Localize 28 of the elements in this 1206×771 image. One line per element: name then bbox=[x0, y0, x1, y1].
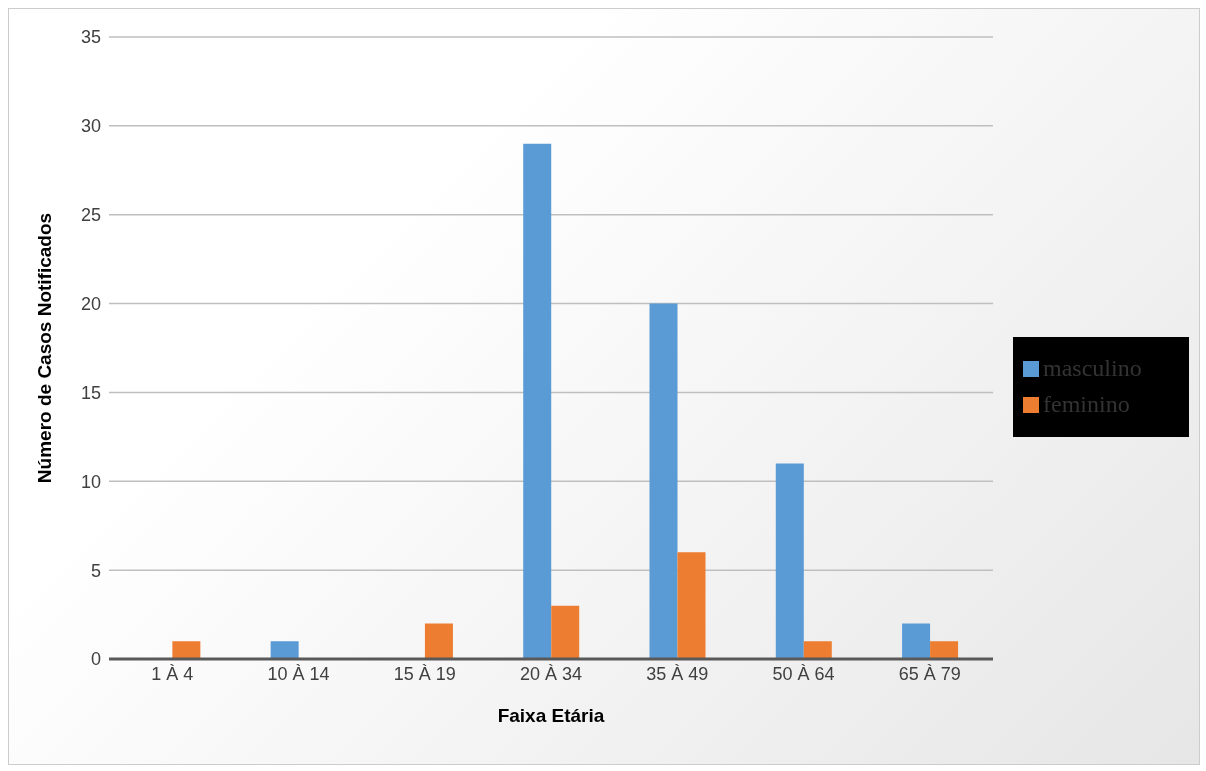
y-tick-label: 30 bbox=[80, 116, 101, 137]
y-axis-title: Número de Casos Notificados bbox=[33, 212, 55, 484]
bar bbox=[523, 143, 552, 659]
bar bbox=[424, 623, 453, 659]
bar bbox=[930, 641, 959, 659]
y-tick-label: 15 bbox=[80, 382, 101, 403]
bar bbox=[649, 303, 678, 659]
x-tick-label: 10 À 14 bbox=[267, 663, 330, 684]
x-tick-label: 20 À 34 bbox=[519, 663, 583, 684]
x-tick-label: 35 À 49 bbox=[646, 663, 709, 684]
y-tick-label: 0 bbox=[90, 649, 101, 670]
bar bbox=[803, 641, 832, 659]
x-tick-label: 65 À 79 bbox=[898, 663, 961, 684]
y-tick-label: 35 bbox=[80, 27, 101, 48]
y-tick-label: 5 bbox=[90, 560, 101, 581]
bar bbox=[902, 623, 931, 659]
y-tick-label: 20 bbox=[80, 293, 101, 314]
bar bbox=[775, 463, 804, 659]
x-tick-label: 15 À 19 bbox=[393, 663, 456, 684]
x-tick-label: 1 À 4 bbox=[151, 663, 194, 684]
bar bbox=[677, 552, 706, 659]
x-tick-label: 50 À 64 bbox=[772, 663, 835, 684]
x-axis-title: Faixa Etária bbox=[497, 705, 605, 726]
bar bbox=[270, 641, 299, 659]
y-tick-label: 25 bbox=[80, 205, 101, 226]
bar bbox=[551, 605, 580, 659]
bar bbox=[172, 641, 201, 659]
y-tick-label: 10 bbox=[80, 471, 101, 492]
